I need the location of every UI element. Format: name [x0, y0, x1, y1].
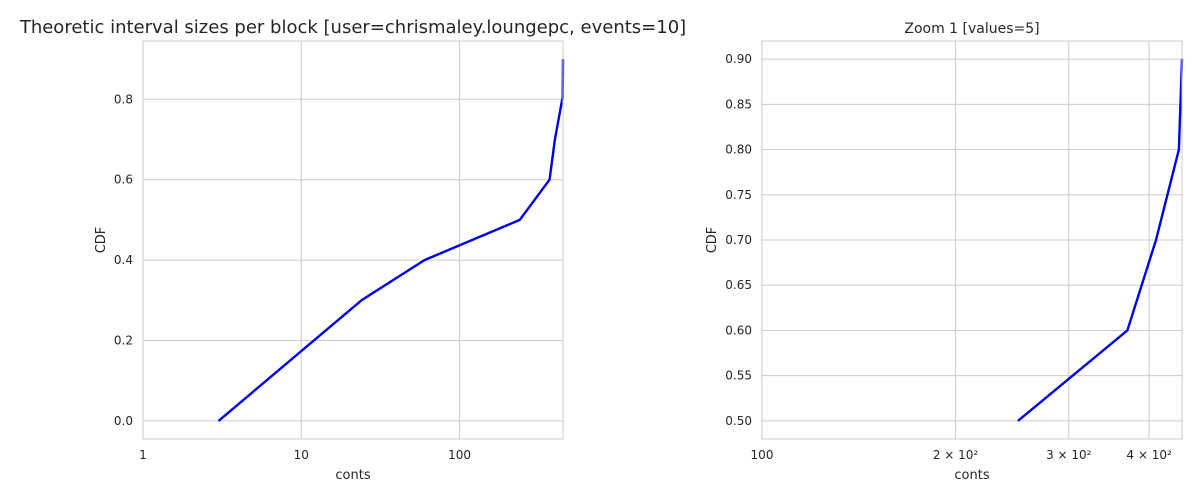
y-tick-label: 0.70	[725, 233, 752, 247]
x-ticks: 100 2 × 10² 3 × 10² 4 × 10²	[751, 448, 1172, 462]
y-tick-label: 0.6	[114, 173, 133, 187]
y-axis-label: CDF	[705, 227, 720, 254]
x-axis-label: conts	[954, 468, 989, 483]
plot-area	[143, 41, 563, 439]
x-tick-label: 3 × 10²	[1046, 448, 1092, 462]
chart-title: Theoretic interval sizes per block [user…	[19, 17, 686, 38]
x-tick-label: 2 × 10²	[933, 448, 979, 462]
x-tick-label: 4 × 10²	[1126, 448, 1172, 462]
cdf-chart-zoom: 100 2 × 10² 3 × 10² 4 × 10² 0.50 0.55 0.60 0.6…	[705, 21, 1184, 483]
y-tick-label: 0.55	[725, 369, 752, 383]
y-tick-label: 0.2	[114, 334, 133, 348]
y-tick-label: 0.4	[114, 253, 133, 267]
x-axis-label: conts	[335, 468, 370, 483]
plot-frame	[761, 40, 1183, 440]
x-tick-label: 10	[294, 448, 309, 462]
x-tick-label: 100	[448, 448, 471, 462]
chart-title: Zoom 1 [values=5]	[904, 21, 1039, 37]
x-tick-label: 100	[751, 448, 774, 462]
x-tick-label: 1	[139, 448, 147, 462]
y-tick-label: 0.0	[114, 414, 133, 428]
y-tick-label: 0.50	[725, 414, 752, 428]
cdf-chart-main: 1 10 100 0.0 0.2 0.4 0.6 0.8 Theoretic interva…	[19, 17, 686, 483]
cdf-line	[1017, 59, 1184, 422]
y-tick-label: 0.65	[725, 278, 752, 292]
plot-frame	[142, 40, 564, 440]
y-tick-label: 0.8	[114, 92, 133, 106]
gridlines	[142, 41, 563, 439]
y-tick-label: 0.85	[725, 97, 752, 111]
y-ticks: 0.0 0.2 0.4 0.6 0.8	[114, 92, 133, 428]
y-tick-label: 0.75	[725, 188, 752, 202]
y-ticks: 0.50 0.55 0.60 0.65 0.70 0.75 0.80 0.85 0.90	[725, 52, 752, 428]
y-tick-label: 0.60	[725, 323, 752, 337]
y-tick-label: 0.90	[725, 52, 752, 66]
x-ticks: 1 10 100	[139, 448, 471, 462]
y-axis-label: CDF	[94, 227, 109, 254]
y-tick-label: 0.80	[725, 143, 752, 157]
